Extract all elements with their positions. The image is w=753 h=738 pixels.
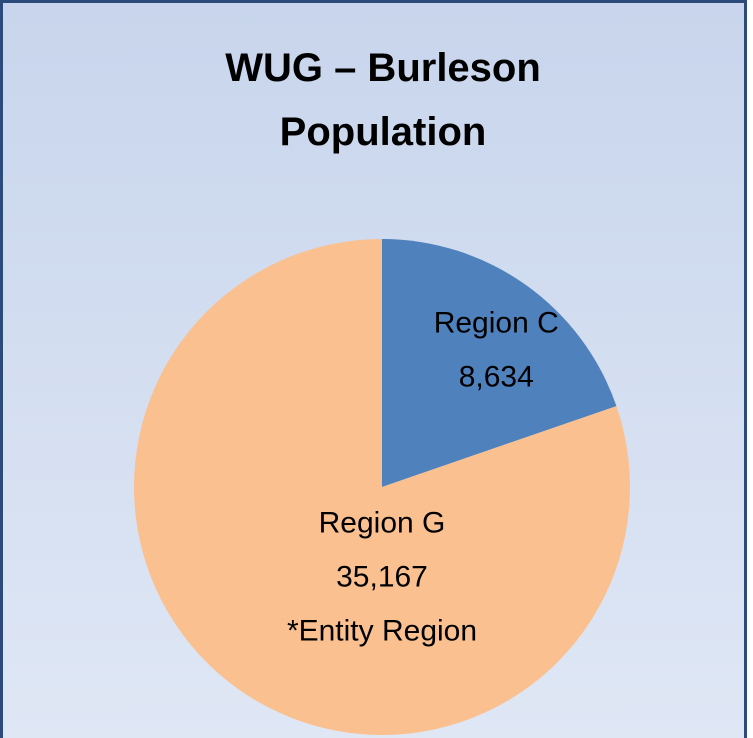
value-label: 35,167 xyxy=(336,561,428,594)
slice-label: Region C xyxy=(434,307,559,340)
chart-title: WUG – Burleson Population xyxy=(225,46,541,154)
annotation: *Entity Region xyxy=(287,615,477,648)
slice-label: Region G xyxy=(319,507,446,540)
pie-slice xyxy=(133,239,631,735)
value-label: 8,634 xyxy=(459,361,534,394)
pie-slice xyxy=(382,239,617,487)
